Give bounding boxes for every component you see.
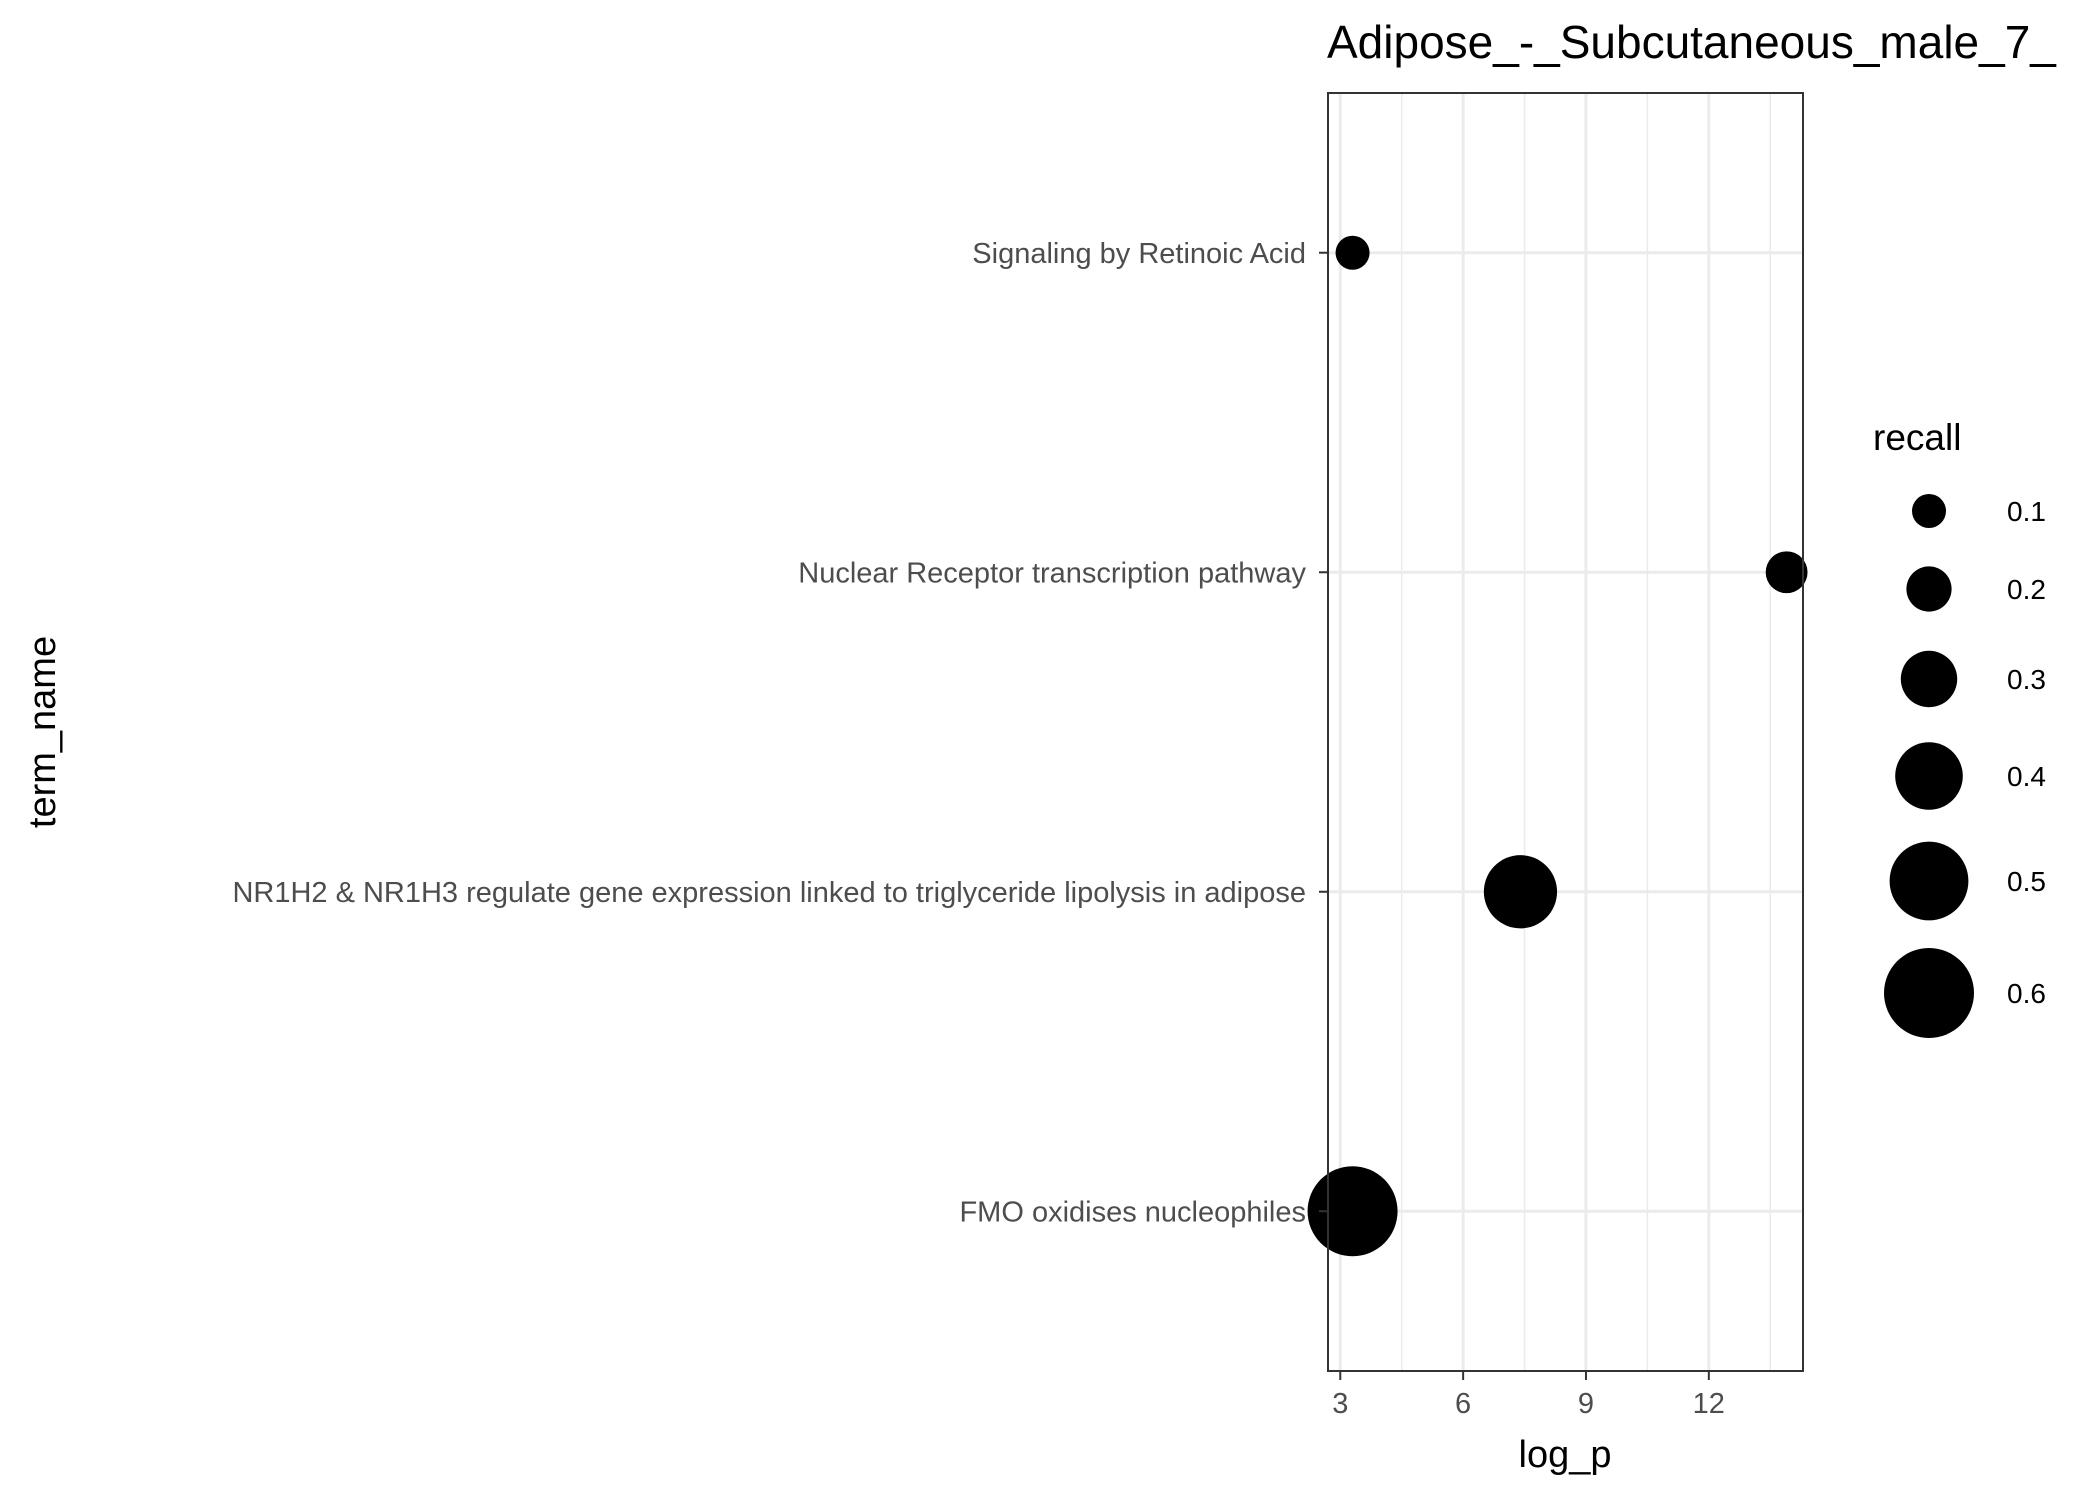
data-point [1765, 551, 1808, 594]
y-axis: Signaling by Retinoic Acid Nuclear Recept… [232, 238, 1328, 1228]
y-tick-label: NR1H2 & NR1H3 regulate gene expression l… [232, 877, 1306, 909]
legend-size-key [1912, 494, 1946, 528]
legend-size-label: 0.2 [2007, 574, 2046, 605]
x-axis: 3 6 9 12 [1332, 1371, 1725, 1420]
y-tick-label: Signaling by Retinoic Acid [972, 238, 1306, 270]
legend-size-key [1906, 566, 1952, 612]
chart-title: Adipose_-_Subcutaneous_male_7_ [1327, 16, 2057, 68]
legend-size-label: 0.6 [2007, 978, 2046, 1009]
legend-size-key [1884, 948, 1974, 1038]
y-axis-title: term_name [22, 636, 64, 828]
data-point [1483, 855, 1558, 929]
legend-size-label: 0.1 [2007, 496, 2046, 527]
x-axis-title: log_p [1519, 1434, 1612, 1476]
y-tick-label: FMO oxidises nucleophiles [959, 1196, 1306, 1228]
grid [1328, 93, 1803, 1371]
legend-size-key [1900, 650, 1958, 708]
legend-size-label: 0.3 [2007, 664, 2046, 695]
x-tick-label: 6 [1455, 1388, 1471, 1420]
legend-size-label: 0.5 [2007, 866, 2046, 897]
data-point [1335, 235, 1370, 270]
legend-title: recall [1873, 417, 1961, 458]
x-tick-label: 3 [1332, 1388, 1348, 1420]
data-point [1307, 1166, 1398, 1257]
x-tick-label: 12 [1693, 1388, 1725, 1420]
legend-size-label: 0.4 [2007, 761, 2046, 792]
legend-size-key [1889, 841, 1969, 921]
y-tick-label: Nuclear Receptor transcription pathway [798, 557, 1306, 589]
x-tick-label: 9 [1578, 1388, 1594, 1420]
plot-panel-border [1327, 92, 1804, 1372]
legend-size-key [1895, 742, 1963, 810]
recall-legend: recall 0.1 0.2 0.3 0.4 0.5 0.6 [1873, 417, 2046, 1038]
data-points [1307, 235, 1808, 1257]
